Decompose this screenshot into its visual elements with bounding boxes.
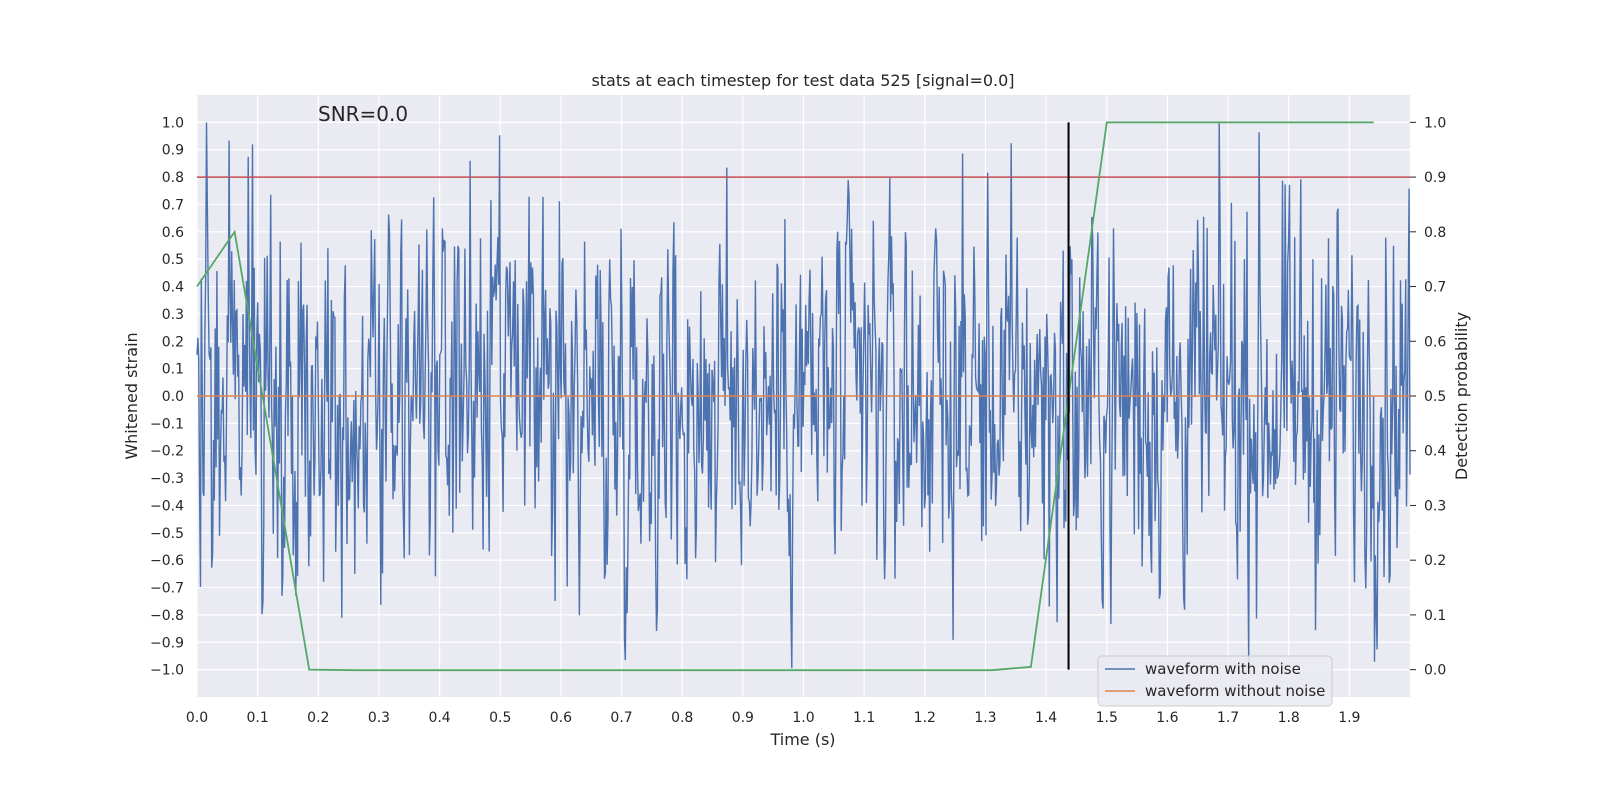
detection-probability-line (196, 121, 1374, 672)
y-tick-label: 0.9 (162, 143, 184, 159)
y-tick-label: 0.7 (162, 197, 184, 213)
chart-title: stats at each timestep for test data 525… (591, 71, 1014, 90)
y-tick-label: 0.8 (162, 170, 184, 186)
y-tick-label: 0.0 (162, 389, 184, 405)
y-tick-label: −0.5 (150, 526, 184, 542)
y-tick-label: −0.7 (150, 581, 184, 597)
ticks: 0.0 0.1 0.2 0.3 0.4 0.5 0.6 0.7 0.8 0.9 1.0 1.1 1.2 1… (150, 115, 1446, 726)
legend: waveform with noise waveform without noi… (1097, 655, 1333, 707)
y2-tick-label: 0.1 (1424, 608, 1446, 624)
legend-box (1097, 655, 1333, 707)
x-tick-label: 0.8 (671, 710, 693, 726)
x-tick-label: 0.4 (428, 710, 450, 726)
y2-tick-label: 0.3 (1424, 498, 1446, 514)
y-tick-label: 0.1 (162, 362, 184, 378)
x-tick-label: 1.3 (974, 710, 996, 726)
y-tick-label: 0.4 (162, 280, 184, 296)
legend-noise-label: waveform with noise (1145, 660, 1301, 678)
y2-tick-label: 0.2 (1424, 553, 1446, 569)
y-tick-label: 0.3 (162, 307, 184, 323)
y2-tick-label: 0.0 (1424, 663, 1446, 679)
y2-tick-label: 1.0 (1424, 115, 1446, 131)
x-tick-label: 1.2 (914, 710, 936, 726)
y-tick-label: 0.2 (162, 334, 184, 350)
x-tick-label: 0.6 (550, 710, 572, 726)
x-tick-label: 0.2 (307, 710, 329, 726)
y-tick-label: −0.1 (150, 416, 184, 432)
x-tick-label: 0.5 (489, 710, 511, 726)
y2-tick-label: 0.6 (1424, 334, 1446, 350)
x-tick-label: 1.8 (1278, 710, 1300, 726)
y-tick-label: −0.2 (150, 444, 184, 460)
y-tick-label: −0.6 (150, 553, 184, 569)
x-tick-label: 0.3 (368, 710, 390, 726)
x-tick-label: 1.6 (1156, 710, 1178, 726)
y-tick-label: 1.0 (162, 115, 184, 131)
waveform-with-noise-line (196, 122, 1411, 669)
y-tick-label: 0.5 (162, 252, 184, 268)
snr-annotation: SNR=0.0 (318, 102, 408, 126)
y-tick-label: −0.9 (150, 635, 184, 651)
x-tick-label: 1.5 (1096, 710, 1118, 726)
x-tick-label: 0.7 (610, 710, 632, 726)
x-tick-label: 1.7 (1217, 710, 1239, 726)
legend-clean-label: waveform without noise (1145, 682, 1325, 700)
x-tick-label: 0.0 (186, 710, 208, 726)
x-tick-label: 0.9 (732, 710, 754, 726)
x-tick-label: 1.0 (792, 710, 814, 726)
x-tick-label: 1.4 (1035, 710, 1057, 726)
y-tick-label: −0.3 (150, 471, 184, 487)
y2-axis-label: Detection probability (1452, 312, 1471, 480)
y-axis-label: Whitened strain (122, 332, 141, 459)
series-layer (196, 121, 1411, 672)
x-tick-label: 1.9 (1338, 710, 1360, 726)
y-tick-label: 0.6 (162, 225, 184, 241)
y2-tick-label: 0.7 (1424, 280, 1446, 296)
y2-tick-label: 0.5 (1424, 389, 1446, 405)
y-tick-label: −0.4 (150, 498, 184, 514)
y2-tick-label: 0.4 (1424, 444, 1446, 460)
y2-tick-label: 0.9 (1424, 170, 1446, 186)
y2-tick-label: 0.8 (1424, 225, 1446, 241)
y-tick-label: −0.8 (150, 608, 184, 624)
x-tick-label: 1.1 (853, 710, 875, 726)
x-tick-label: 0.1 (247, 710, 269, 726)
y-tick-label: −1.0 (150, 663, 184, 679)
x-axis-label: Time (s) (769, 730, 835, 749)
